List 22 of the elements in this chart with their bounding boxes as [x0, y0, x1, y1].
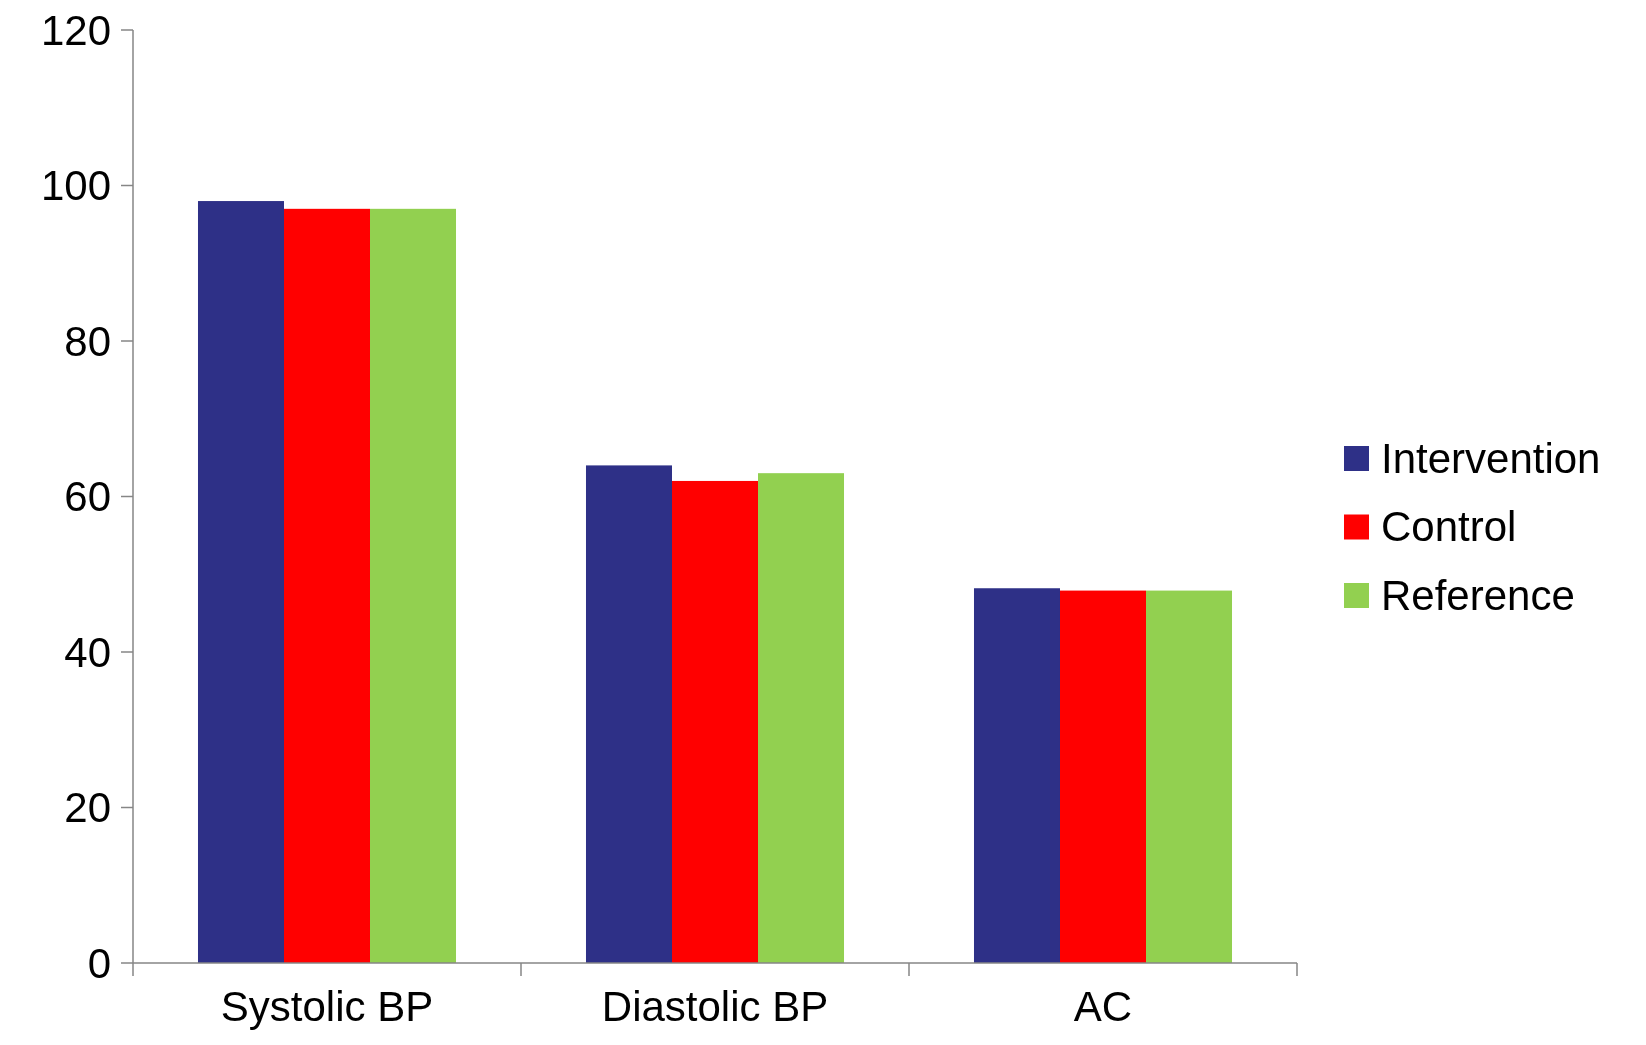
legend-label: Reference — [1381, 571, 1575, 619]
legend-label: Intervention — [1381, 434, 1601, 482]
bar — [758, 473, 845, 963]
y-tick-label: 100 — [40, 162, 111, 210]
x-tick-label: Systolic BP — [220, 983, 434, 1030]
y-tick-label: 120 — [40, 6, 111, 54]
y-tick-label: 0 — [87, 939, 111, 987]
y-tick-label: 20 — [64, 784, 111, 832]
legend-label: Control — [1381, 503, 1517, 551]
bar — [973, 588, 1060, 963]
y-tick-label: 80 — [64, 317, 111, 365]
x-tick-label: AC — [1073, 983, 1133, 1030]
y-tick-label: 40 — [64, 628, 111, 676]
bar — [585, 465, 672, 963]
x-tick-label: Diastolic BP — [601, 983, 829, 1030]
y-tick-label: 60 — [64, 473, 111, 521]
bar — [672, 480, 758, 963]
bar — [197, 201, 284, 963]
bar — [370, 208, 457, 963]
bar — [1060, 590, 1147, 963]
bar — [1146, 590, 1233, 963]
bar — [284, 208, 370, 963]
